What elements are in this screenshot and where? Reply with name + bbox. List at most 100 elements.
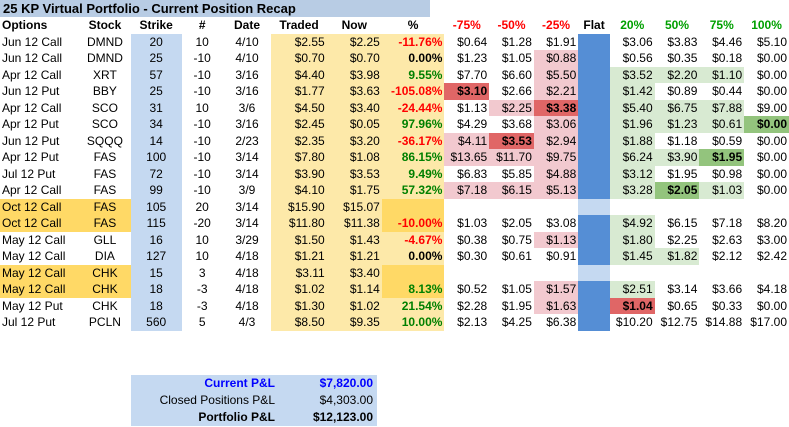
date-cell: 3/16 bbox=[235, 84, 259, 99]
projection-p20-cell: $1.45 bbox=[609, 248, 655, 265]
projection-m25-cell: $1.91 bbox=[546, 34, 577, 49]
pct-change-cell: -24.44% bbox=[381, 99, 445, 116]
projection-m75-cell: $7.70 bbox=[457, 67, 488, 82]
projection-p75-cell: $1.95 bbox=[699, 149, 745, 166]
projection-p100-cell: $2.42 bbox=[756, 249, 787, 264]
projection-m25-cell: $3.08 bbox=[546, 216, 577, 231]
now-cell: $11.38 bbox=[326, 215, 382, 232]
projection-p20-cell: $1.04 bbox=[609, 297, 655, 314]
qty-cell: 10 bbox=[195, 232, 209, 247]
projection-m25-cell: $1.13 bbox=[533, 231, 579, 248]
projection-m50-cell: $1.95 bbox=[501, 298, 532, 313]
projection-p75-cell: $1.10 bbox=[699, 66, 745, 83]
table-row: Oct 12 Call FAS 115 -20 3/14 $11.80 $11.38 -10.… bbox=[0, 215, 789, 232]
projection-p50-cell: $3.83 bbox=[667, 34, 698, 49]
stock-cell: SCO bbox=[91, 100, 118, 115]
qty-cell: 10 bbox=[195, 100, 209, 115]
closed-pl-label: Closed Positions P&L bbox=[159, 393, 275, 407]
now-cell: $1.75 bbox=[326, 182, 382, 199]
pct-change-cell: 9.49% bbox=[381, 165, 445, 182]
now-cell: $3.20 bbox=[326, 132, 382, 149]
option-cell: May 12 Call bbox=[2, 232, 66, 247]
now-cell: $15.07 bbox=[326, 198, 382, 215]
pct-change-cell: 9.55% bbox=[381, 66, 445, 83]
date-cell: 4/18 bbox=[235, 282, 259, 297]
projection-m50-cell: $11.70 bbox=[489, 149, 534, 166]
strike-cell: 105 bbox=[130, 198, 182, 215]
table-row: Jun 12 Call DMND 20 10 4/10 $2.55 $2.25 -11.76%… bbox=[0, 33, 789, 50]
flat-cell bbox=[578, 264, 610, 281]
projection-p100-cell: $3.00 bbox=[756, 232, 787, 247]
pct-change-cell: -10.00% bbox=[381, 215, 445, 232]
projection-p20-cell: $2.51 bbox=[609, 281, 655, 298]
stock-cell: FAS bbox=[93, 166, 117, 181]
projection-p100-cell: $0.00 bbox=[756, 166, 787, 181]
projection-p100-cell: $0.00 bbox=[756, 150, 787, 165]
projection-p100-cell: $0.00 bbox=[756, 67, 787, 82]
projection-m25-cell bbox=[534, 199, 578, 216]
strike-cell: 16 bbox=[130, 231, 182, 248]
date-cell: 4/10 bbox=[235, 34, 259, 49]
projection-m50-cell: $6.60 bbox=[501, 67, 532, 82]
qty-cell: 3 bbox=[198, 265, 206, 280]
projection-p100-cell: $0.00 bbox=[756, 183, 787, 198]
projection-p50-cell: $2.20 bbox=[654, 66, 700, 83]
projection-p75-cell bbox=[699, 265, 744, 282]
projection-p75-cell bbox=[699, 199, 744, 216]
now-cell: $3.40 bbox=[326, 99, 382, 116]
projection-p100-cell bbox=[744, 199, 789, 216]
projection-p75-cell: $1.03 bbox=[699, 182, 745, 199]
flat-cell bbox=[578, 83, 610, 100]
projection-m75-cell bbox=[444, 199, 489, 216]
date-cell: 4/10 bbox=[235, 51, 259, 66]
projection-p50-cell bbox=[655, 265, 700, 282]
flat-cell bbox=[578, 198, 610, 215]
projection-p20-cell: $4.92 bbox=[609, 215, 655, 232]
projection-p20-cell bbox=[610, 265, 655, 282]
projection-p100-cell: $0.00 bbox=[756, 51, 787, 66]
column-header: # bbox=[198, 18, 206, 33]
table-row: May 12 Call CHK 15 3 4/18 $3.11 $3.40 bbox=[0, 264, 789, 282]
pct-change-cell: -36.17% bbox=[381, 132, 445, 149]
pct-change-cell: 97.96% bbox=[381, 116, 445, 133]
projection-p50-cell: $12.75 bbox=[660, 315, 698, 330]
traded-cell: $1.77 bbox=[271, 83, 327, 100]
stock-cell: PCLN bbox=[88, 315, 121, 330]
option-cell: Jul 12 Put bbox=[2, 166, 56, 181]
projection-m50-cell: $1.05 bbox=[501, 51, 532, 66]
strike-cell: 72 bbox=[130, 165, 182, 182]
projection-m75-cell: $1.23 bbox=[457, 51, 488, 66]
projection-m75-cell: $0.38 bbox=[457, 232, 488, 247]
date-cell: 3/14 bbox=[235, 199, 259, 214]
stock-cell: FAS bbox=[93, 183, 117, 198]
header-row: Options Stock Strike # Date Traded Now% -75% -50… bbox=[0, 17, 789, 34]
projection-m50-cell: $2.25 bbox=[489, 99, 534, 116]
projection-p75-cell: $14.88 bbox=[705, 315, 743, 330]
projection-p50-cell: $3.90 bbox=[654, 149, 700, 166]
projection-m50-cell: $1.28 bbox=[501, 34, 532, 49]
flat-cell bbox=[578, 165, 610, 182]
projection-p75-cell: $0.44 bbox=[712, 84, 743, 99]
projection-p100-cell: $9.00 bbox=[756, 100, 787, 115]
traded-cell: $3.11 bbox=[271, 264, 327, 281]
table-row: May 12 Put CHK 18 -3 4/18 $1.30 $1.02 21.54% $2.… bbox=[0, 297, 789, 314]
projection-p20-cell: $3.28 bbox=[609, 182, 655, 199]
projection-p75-cell: $2.63 bbox=[712, 232, 743, 247]
option-cell: Apr 12 Call bbox=[2, 183, 62, 198]
traded-cell: $1.21 bbox=[271, 248, 327, 265]
projection-p75-cell: $0.33 bbox=[712, 298, 743, 313]
stock-cell: FAS bbox=[93, 150, 117, 165]
projection-m25-cell bbox=[534, 265, 578, 282]
option-cell: May 12 Put bbox=[2, 298, 63, 313]
traded-cell: $1.30 bbox=[271, 297, 327, 314]
projection-m75-cell: $0.52 bbox=[457, 282, 488, 297]
projection-p75-cell: $0.61 bbox=[699, 116, 745, 133]
projection-m75-cell: $0.64 bbox=[457, 34, 488, 49]
column-header: 50% bbox=[664, 18, 690, 33]
projection-m25-cell: $9.75 bbox=[533, 149, 579, 166]
now-cell: $1.21 bbox=[326, 248, 382, 265]
closed-pl-value: $4,303.00 bbox=[319, 393, 373, 407]
stock-cell: CHK bbox=[79, 281, 131, 298]
now-cell: $3.53 bbox=[326, 165, 382, 182]
qty-cell: -3 bbox=[196, 282, 208, 297]
